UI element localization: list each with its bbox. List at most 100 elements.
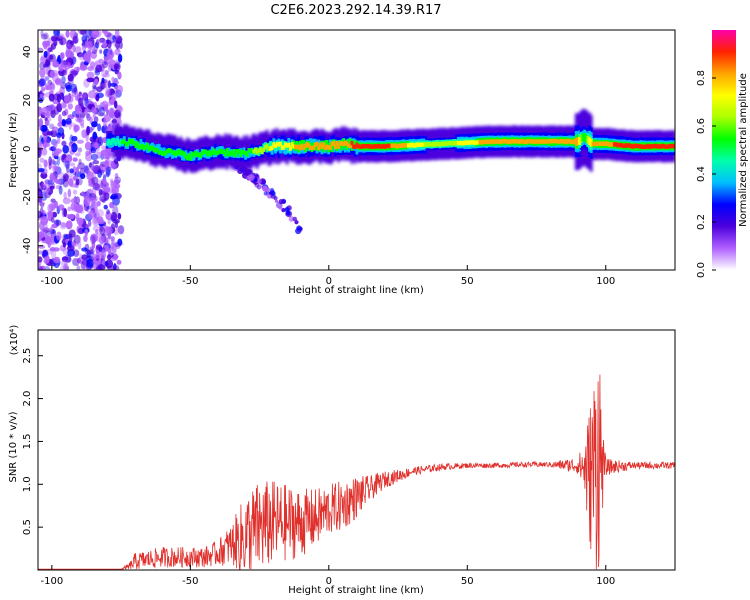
ridge-cell	[483, 139, 487, 144]
ridge-cell	[189, 151, 193, 159]
noise-speckle-dot	[106, 32, 114, 41]
ridge-cell	[438, 142, 442, 147]
noise-speckle-dot	[77, 147, 83, 153]
noise-speckle-dot	[110, 211, 118, 222]
ridge-cell	[363, 143, 367, 149]
ridge-cell	[541, 139, 545, 144]
ridge-cell	[264, 144, 267, 150]
noise-speckle-dot	[113, 253, 118, 261]
ridge-cell	[656, 144, 660, 149]
noise-speckle-dot	[40, 54, 46, 63]
ridge-cell	[554, 138, 558, 144]
ridge-cell	[222, 149, 226, 154]
ridge-cell	[330, 141, 334, 146]
noise-speckle-dot	[84, 141, 92, 151]
ridge-cell	[267, 146, 271, 151]
ridge-cell	[543, 139, 547, 144]
noise-speckle-dot	[68, 229, 76, 238]
ridge-cell	[262, 147, 266, 152]
noise-speckle-dot	[81, 247, 88, 252]
x-tick-label: 0	[326, 276, 332, 287]
noise-speckle-dot	[39, 157, 45, 163]
ridge-cell	[257, 148, 261, 153]
ridge-cell	[114, 141, 118, 146]
ridge-cell	[167, 148, 171, 157]
noise-speckle-dot	[48, 182, 56, 188]
ridge-cell	[139, 138, 143, 147]
ridge-cell	[295, 145, 299, 150]
noise-speckle-dot	[103, 186, 111, 193]
noise-speckle-dot	[62, 175, 67, 182]
ridge-cell	[235, 149, 239, 154]
noise-speckle-dot	[45, 187, 49, 198]
noise-speckle-dot	[102, 41, 107, 48]
noise-speckle-dot	[65, 30, 70, 38]
noise-speckle-dot	[69, 162, 76, 167]
ridge-cell	[448, 141, 452, 146]
ridge-cell	[131, 138, 135, 144]
x-tick-label: 100	[596, 276, 615, 287]
ridge-cell	[347, 143, 351, 148]
tail-dot	[247, 169, 252, 174]
ridge-cell	[440, 141, 444, 147]
noise-speckle-dot	[39, 202, 45, 208]
noise-speckle-dot	[101, 70, 108, 78]
ridge-cell	[534, 139, 538, 144]
ridge-cell	[229, 150, 233, 156]
ridge-cell	[247, 148, 251, 153]
ridge-cell	[350, 140, 354, 146]
ridge-cell	[111, 137, 115, 143]
noise-speckle-dot	[91, 106, 96, 114]
noise-speckle-dot	[88, 210, 95, 220]
noise-speckle-dot	[39, 61, 46, 70]
ridge-cell	[375, 144, 379, 149]
noise-speckle-dot	[63, 61, 71, 70]
ridge-cell	[418, 142, 422, 147]
noise-speckle-dot	[112, 205, 119, 216]
noise-speckle-dot	[40, 33, 48, 40]
ridge-cell	[227, 147, 231, 156]
ridge-cell	[187, 153, 191, 158]
ridge-cell	[539, 139, 543, 144]
ridge-cell	[664, 144, 668, 149]
noise-speckle-dot	[81, 92, 88, 101]
noise-speckle-dot	[111, 93, 118, 100]
noise-speckle-dot	[72, 157, 78, 162]
noise-speckle-dot	[47, 210, 54, 218]
ridge-cell	[390, 143, 394, 149]
ridge-cell	[225, 150, 229, 159]
ridge-cell	[546, 139, 550, 144]
colorbar-tick-label: 0.6	[696, 118, 707, 134]
ridge-cell	[340, 142, 344, 151]
noise-speckle-dot	[117, 225, 125, 235]
noise-speckle-dot	[92, 113, 96, 119]
noise-speckle-dot	[42, 250, 48, 257]
noise-speckle-dot	[102, 73, 111, 78]
noise-speckle-dot	[81, 35, 88, 43]
snr-y-label: SNR (10 * v/v)	[8, 411, 19, 482]
ridge-cell	[393, 143, 397, 148]
ridge-cell	[310, 145, 314, 151]
ridge-cell	[209, 152, 213, 157]
ridge-cell	[516, 139, 520, 144]
ridge-cell	[305, 141, 309, 147]
ridge-cell	[176, 150, 179, 155]
ridge-cell	[204, 150, 208, 158]
noise-speckle-dot	[116, 106, 124, 113]
ridge-cell	[544, 139, 548, 144]
ridge-cell	[634, 143, 638, 149]
noise-speckle-dot	[77, 227, 84, 234]
ridge-cell	[235, 150, 239, 158]
noise-speckle-dot	[75, 213, 80, 220]
ridge-cell	[651, 144, 655, 149]
noise-speckle-dot	[89, 246, 94, 255]
ridge-cell	[182, 151, 186, 157]
noise-speckle-dot	[38, 78, 46, 87]
noise-speckle-dot	[71, 143, 78, 153]
noise-speckle-dot	[45, 58, 51, 67]
noise-speckle-dot	[109, 82, 118, 87]
noise-speckle-dot	[97, 169, 103, 178]
noise-speckle-dot	[97, 219, 105, 225]
ridge-cell	[179, 151, 183, 156]
ridge-cell	[425, 142, 429, 147]
